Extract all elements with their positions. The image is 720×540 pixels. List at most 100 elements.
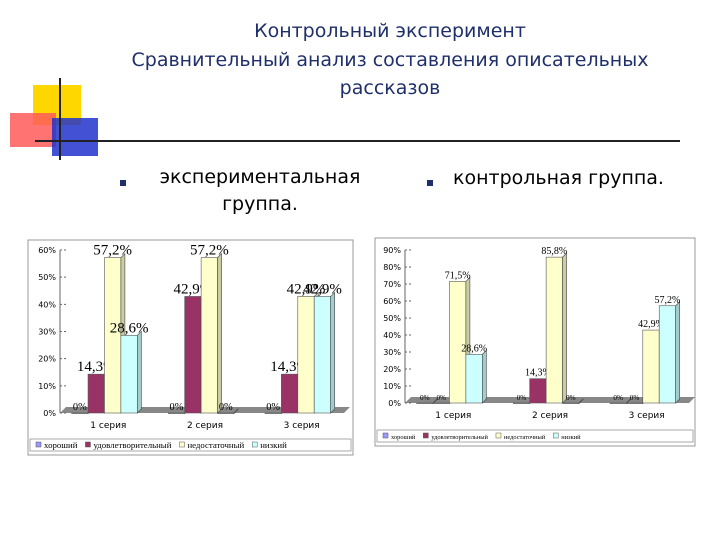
legend-label: удовлетворительный [431,434,488,441]
bullet-box: экспериментальная группа. [159,166,361,215]
x-tick-label: 3 серия [629,411,665,421]
bar [71,412,89,414]
value-label: 85,8% [541,246,567,257]
legend-label: низкий [260,440,287,450]
y-tick-label: 20% [383,365,401,374]
bar [297,296,315,414]
legend-label: хороший [44,440,78,450]
bar [120,335,138,414]
bar [658,305,676,404]
bar [465,354,483,404]
title: рассказов [340,77,441,99]
bar [184,296,202,414]
legend-swatch [382,432,389,439]
bar [432,402,450,404]
x-tick-label: 1 серия [90,421,126,431]
y-tick-label: 40% [38,300,56,309]
legend-swatch [423,432,429,439]
bar-side [562,252,567,404]
value-label: 28,6% [110,320,149,336]
value-label: 0% [266,402,280,413]
y-tick-label: 0% [43,409,56,418]
x-tick-label: 2 серия [187,421,223,431]
value-label: 28,6% [461,343,487,354]
x-tick-label: 1 серия [435,411,471,421]
legend-swatch [85,441,91,448]
y-tick-label: 50% [383,314,401,323]
value-label: 42,9% [303,281,342,297]
legend-label: недостаточный [187,440,244,450]
legend-label: удовлетворительный [93,440,171,450]
bullet-text: контрольная группа. [453,167,664,189]
legend-swatch [179,441,185,448]
legend-swatch [251,441,258,448]
y-tick-label: 50% [38,273,56,282]
bar [416,402,434,404]
chart-frame [374,237,696,447]
y-tick-label: 10% [38,382,56,391]
title: Контрольный эксперимент [254,20,526,42]
bar [545,256,563,404]
legend-swatch [35,441,42,448]
bar [512,402,530,404]
bar-side [137,330,142,414]
bar-side [330,291,335,414]
legend-frame [29,438,352,452]
y-tick-label: 10% [383,382,401,391]
value-label: 14,3% [525,368,551,379]
y-tick-label: 20% [38,355,56,364]
bar-side [578,398,584,405]
y-tick-label: 60% [38,246,56,255]
value-label: 0% [436,394,446,402]
y-tick-label: 90% [383,246,401,255]
bar [217,412,235,414]
bar [264,412,282,414]
bar [167,412,185,414]
legend-swatch [495,432,502,439]
title: Сравнительный анализ составления описате… [132,49,649,71]
deco [52,118,98,156]
bar-side [233,408,239,415]
bar [200,257,218,414]
x-tick-label: 3 серия [284,421,320,431]
value-label: 71,5% [445,270,471,281]
legend-label: хороший [391,434,416,441]
value-label: 0% [219,402,233,413]
value-label: 57,2% [655,295,681,306]
value-label: 0% [517,394,527,402]
bar [281,373,299,414]
bar-side [217,252,222,414]
value-label: 42,9% [287,281,326,297]
legend-label: низкий [561,434,581,441]
value-label: 0% [73,402,87,413]
bar [626,402,644,404]
y-tick-label: 30% [383,348,401,357]
value-label: 42,9% [638,319,664,330]
value-label: 0% [170,402,184,413]
y-tick-label: 60% [383,297,401,306]
bar [313,296,331,414]
legend-swatch [552,432,559,439]
charts: 0%10%20%30%40%50%60%1 серия0%14,3%57,2%2… [27,237,696,456]
y-tick-label: 40% [383,331,401,340]
value-label: 0% [613,394,623,402]
y-tick-label: 80% [383,263,401,272]
bar [642,329,660,404]
legend-frame [376,429,694,443]
bar-side [675,301,680,404]
x-tick-label: 2 серия [532,411,568,421]
y-tick-label: 0% [388,399,401,408]
bar [87,373,105,414]
bar [529,378,547,404]
value-label: 57,2% [190,243,229,259]
bar [449,281,467,404]
bullet-text: экспериментальная группа. [159,166,361,215]
bar [562,402,580,404]
value-label: 57,2% [93,243,132,259]
bullet [427,180,433,186]
legend-label: недостаточный [504,434,546,441]
value-label: 0% [420,394,430,402]
bar-side [482,349,487,404]
